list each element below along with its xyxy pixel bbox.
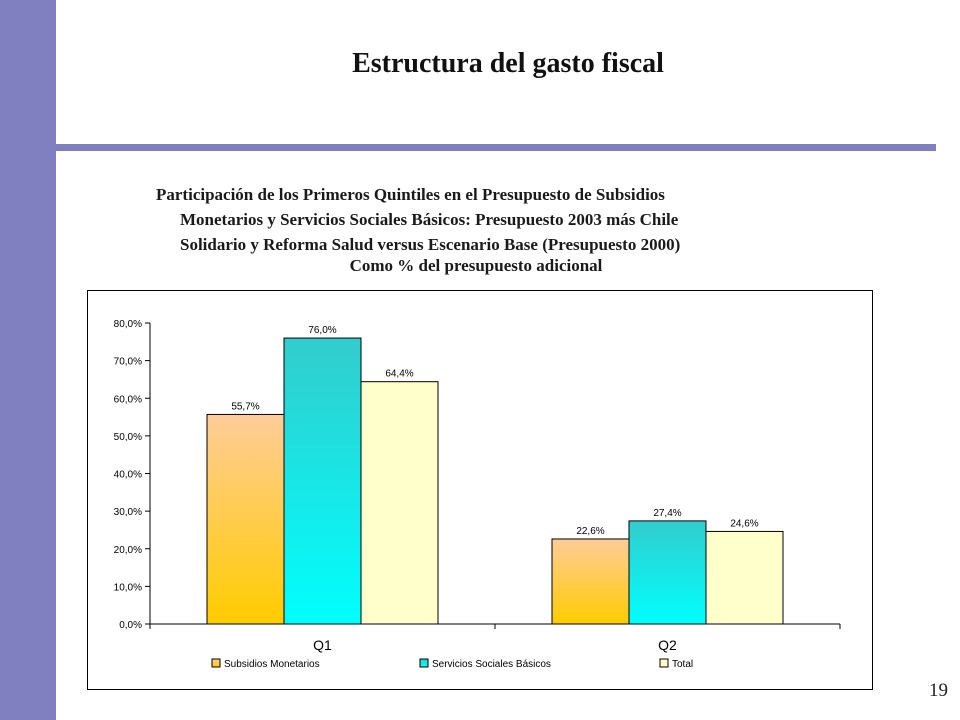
- bar: [551, 538, 630, 625]
- bar: [705, 530, 784, 625]
- legend-label: Servicios Sociales Básicos: [432, 659, 551, 670]
- legend-label: Subsidios Monetarios: [224, 659, 320, 670]
- data-label: 55,7%: [231, 401, 259, 412]
- y-tick-label: 20,0%: [114, 545, 142, 556]
- bar: [628, 520, 707, 625]
- y-tick-label: 50,0%: [114, 432, 142, 443]
- bar-chart: 0,0% 10,0% 20,0% 30,0% 40,0% 50,0% 60,0% 70,0% 8…: [114, 319, 841, 670]
- data-label: 22,6%: [576, 526, 604, 537]
- legend-swatch: [211, 658, 221, 668]
- chart-frame: 0,0% 10,0% 20,0% 30,0% 40,0% 50,0% 60,0% 70,0% 8…: [87, 290, 873, 690]
- page-number: 19: [929, 680, 948, 701]
- legend-swatch: [419, 658, 429, 668]
- data-label: 24,6%: [730, 518, 758, 529]
- legend-label: Total: [672, 659, 693, 670]
- description-line-3: Solidario y Reforma Salud versus Escenar…: [180, 235, 681, 254]
- legend-swatch: [659, 658, 669, 668]
- description-line-2: Monetarios y Servicios Sociales Básicos:…: [180, 210, 679, 229]
- category-label: Q2: [658, 637, 677, 653]
- bar: [360, 381, 439, 625]
- title-divider: [32, 144, 936, 151]
- slide-title: Estructura del gasto fiscal: [352, 48, 664, 79]
- chart-description: Participación de los Primeros Quintiles …: [150, 182, 830, 257]
- bar: [283, 337, 362, 625]
- y-tick-label: 60,0%: [114, 394, 142, 405]
- chart-subtitle: Como % del presupuesto adicional: [349, 256, 603, 275]
- data-label: 76,0%: [308, 325, 336, 336]
- y-tick-label: 70,0%: [114, 357, 142, 368]
- data-label: 64,4%: [385, 369, 413, 380]
- description-line-1: Participación de los Primeros Quintiles …: [156, 185, 665, 204]
- category-label: Q1: [313, 637, 332, 653]
- bar: [206, 413, 285, 625]
- y-tick-label: 10,0%: [114, 582, 142, 593]
- left-accent-band: [0, 0, 56, 720]
- y-tick-label: 40,0%: [114, 470, 142, 481]
- y-tick-label: 0,0%: [119, 620, 142, 631]
- y-tick-label: 80,0%: [114, 319, 142, 330]
- data-label: 27,4%: [653, 508, 681, 519]
- y-tick-label: 30,0%: [114, 507, 142, 518]
